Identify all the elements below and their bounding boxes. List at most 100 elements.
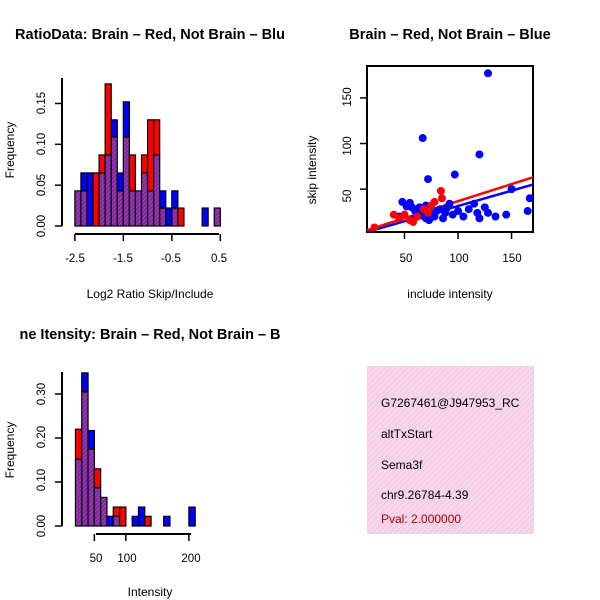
ratio-histogram-brain-bar-4	[98, 154, 106, 174]
scatter-point-not-brain-35	[525, 194, 534, 203]
intensity-scatter-ytick-0: 50	[342, 190, 354, 203]
ratio-histogram-overlap-bar-5	[104, 154, 112, 227]
ratio-histogram-brain-bar-13	[153, 119, 161, 156]
ratio-histogram-overlap-bar-23	[213, 207, 221, 227]
scatter-point-brain-3	[400, 210, 409, 219]
intensity-scatter-xlabel: include intensity	[407, 287, 492, 301]
intensity-histogram-not-brain-bar-5	[106, 515, 114, 527]
ratio-histogram-ticks	[55, 102, 222, 241]
intensity-histogram-not-brain-bar-14	[163, 515, 171, 527]
scatter-point-brain-8	[424, 208, 433, 217]
intensity-scatter-ylabel: skip intensity	[305, 136, 319, 205]
ratio-histogram-bars	[74, 83, 221, 227]
ratio-histogram-overlap-bar-7	[116, 190, 124, 227]
scatter-point-not-brain-32	[491, 212, 500, 221]
scatter-point-not-brain-39	[445, 199, 454, 208]
ratio-histogram-overlap-bar-1	[80, 190, 88, 227]
intensity-histogram-brain-bar-3	[93, 468, 102, 489]
scatter-point-brain-6	[413, 212, 422, 221]
ratio-histogram-overlap-bar-14	[159, 207, 167, 227]
ratio-histogram-overlap-bar-4	[98, 172, 106, 227]
ratio-histogram-brain-bar-11	[140, 154, 149, 174]
ratio-histogram-overlap-bar-9	[128, 190, 137, 227]
scatter-point-not-brain-4	[424, 175, 433, 184]
intensity-histogram-brain-bar-7	[118, 506, 127, 527]
ratio-histogram-overlap-bar-8	[122, 136, 130, 227]
intensity-scatter-xtick-2: 150	[502, 253, 521, 265]
ratio-histogram-overlap-bar-6	[110, 136, 118, 227]
scatter-point-not-brain-1	[418, 134, 427, 143]
scatter-point-not-brain-3	[450, 170, 459, 179]
intensity-scatter: Brain – Red, Not Brain – Blue 50 100 150…	[305, 27, 551, 301]
scatter-point-not-brain-2	[475, 150, 484, 159]
intensity-histogram-bars	[74, 372, 196, 527]
intensity-histogram-brain-bar-0	[74, 428, 83, 460]
ratio-histogram-ytick-3: 0.15	[36, 92, 48, 114]
intensity-scatter-points	[370, 69, 534, 232]
intensity-histogram-overlap-bar-0	[74, 458, 83, 527]
intensity-histogram-xlabel: Intensity	[128, 585, 173, 599]
event-info-background	[367, 366, 534, 534]
scatter-point-not-brain-29	[475, 214, 484, 223]
scatter-point-not-brain-26	[464, 205, 473, 214]
ratio-histogram-xtick-0: -2.5	[65, 253, 85, 265]
event-id: G7267461@J947953_RC	[381, 396, 520, 410]
ratio-histogram-overlap-bar-16	[171, 207, 179, 227]
intensity-histogram-not-brain-bar-1	[81, 372, 89, 393]
ratio-histogram-not-brain-bar-21	[201, 207, 209, 227]
genomic-location: chr9.26784-4.39	[381, 488, 469, 502]
scatter-point-brain-12	[437, 194, 446, 203]
intensity-scatter-xtick-0: 50	[400, 253, 413, 265]
ratio-histogram-ytick-2: 0.10	[36, 133, 48, 155]
ratio-histogram-overlap-bar-10	[134, 190, 143, 227]
p-value: Pval: 2.000000	[381, 512, 461, 526]
ratio-histogram-overlap-bar-12	[146, 190, 155, 227]
intensity-scatter-ytick-1: 100	[342, 136, 354, 155]
ratio-histogram-not-brain-bar-14	[159, 190, 167, 209]
ratio-histogram-xlabel: Log2 Ratio Skip/Include	[87, 287, 214, 301]
scatter-point-not-brain-24	[454, 207, 463, 216]
intensity-scatter-frame	[366, 65, 534, 233]
scatter-point-not-brain-27	[470, 199, 479, 208]
intensity-histogram-overlap-bar-1	[81, 391, 89, 527]
ratio-histogram-ytick-1: 0.05	[36, 174, 48, 196]
scatter-point-brain-10	[430, 197, 439, 206]
scatter-point-not-brain-5	[507, 185, 516, 194]
event-info-panel: G7267461@J947953_RC altTxStart Sema3f ch…	[367, 366, 534, 534]
event-type: altTxStart	[381, 427, 433, 441]
intensity-histogram-not-brain-bar-18	[188, 506, 196, 527]
intensity-scatter-ytick-2: 150	[342, 87, 354, 106]
ratio-histogram-xtick-2: -0.5	[161, 253, 181, 265]
scatter-point-brain-5	[409, 217, 418, 226]
ratio-histogram-not-brain-bar-1	[80, 172, 88, 192]
scatter-point-not-brain-25	[459, 212, 468, 221]
intensity-histogram-ytick-0: 0.00	[36, 515, 48, 537]
ratio-histogram-brain-bar-9	[128, 154, 137, 192]
intensity-histogram-ytick-3: 0.30	[36, 383, 48, 405]
intensity-histogram: ne Itensity: Brain – Red, Not Brain – B …	[3, 327, 281, 599]
intensity-histogram-overlap-bar-3	[93, 487, 102, 527]
intensity-histogram-xtick-2: 200	[181, 553, 200, 565]
intensity-scatter-title: Brain – Red, Not Brain – Blue	[349, 27, 550, 43]
intensity-histogram-brain-bar-6	[112, 506, 121, 517]
intensity-histogram-xtick-0: 50	[90, 553, 103, 565]
scatter-point-not-brain-0	[484, 69, 493, 78]
ratio-histogram-xtick-1: -1.5	[113, 253, 133, 265]
ratio-histogram-ytick-0: 0.00	[36, 215, 48, 237]
ratio-histogram-brain-bar-12	[146, 119, 155, 192]
intensity-histogram-not-brain-bar-2	[87, 429, 95, 450]
ratio-histogram-not-brain-bar-7	[116, 172, 124, 192]
intensity-histogram-overlap-bar-4	[100, 496, 108, 527]
intensity-histogram-ticks	[55, 393, 190, 541]
intensity-histogram-ytick-2: 0.20	[36, 426, 48, 448]
ratio-histogram-not-brain-bar-15	[165, 207, 173, 227]
intensity-histogram-brain-bar-11	[144, 515, 152, 527]
ratio-histogram-not-brain-bar-6	[110, 119, 118, 138]
intensity-histogram-xtick-1: 100	[117, 553, 136, 565]
ratio-histogram-brain-bar-3	[92, 172, 100, 227]
intensity-histogram-ylabel: Frequency	[3, 422, 17, 479]
intensity-histogram-title: ne Itensity: Brain – Red, Not Brain – B	[19, 327, 280, 343]
ratio-histogram-not-brain-bar-16	[171, 190, 179, 209]
scatter-point-not-brain-33	[502, 210, 511, 219]
